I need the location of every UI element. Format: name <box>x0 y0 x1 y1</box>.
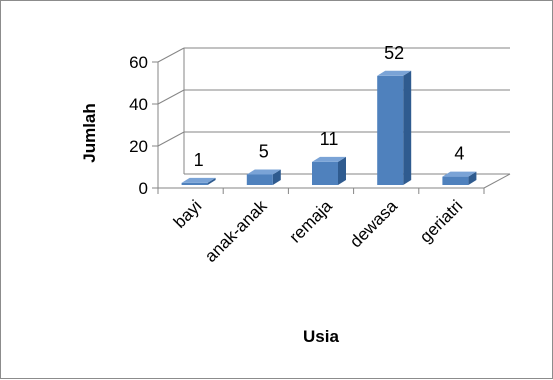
data-label-3: 52 <box>384 43 404 63</box>
y-tick-label-3: 60 <box>129 53 148 72</box>
bar-top-3 <box>377 70 412 76</box>
bar-bayi <box>181 177 216 185</box>
bar-side-2 <box>338 156 346 185</box>
y-tick-label-2: 40 <box>129 95 148 114</box>
bar-front-2 <box>312 161 338 185</box>
x-tick-label-4: geriatri <box>416 196 466 246</box>
bar-front-4 <box>442 176 469 185</box>
data-label-1: 5 <box>259 142 269 162</box>
floor-right-edge <box>483 173 511 189</box>
bar-front-1 <box>246 174 273 185</box>
data-label-0: 1 <box>194 150 204 170</box>
bars <box>181 70 477 185</box>
bar-side-3 <box>403 70 412 185</box>
x-tick-label-0: bayi <box>170 196 205 231</box>
data-labels: 1 5 11 52 4 <box>194 43 465 170</box>
bar-top-2 <box>312 156 346 162</box>
gridline-side-1 <box>157 131 185 147</box>
bar-side-1 <box>272 169 281 185</box>
data-label-2: 11 <box>320 129 339 149</box>
bar-top-1 <box>246 169 281 175</box>
y-tick-label-1: 20 <box>129 137 148 156</box>
y-axis-title: Jumlah <box>80 103 99 163</box>
y-tick-labels: 0 20 40 60 <box>129 53 148 198</box>
gridline-side-2 <box>157 89 185 105</box>
bar-side-0 <box>207 177 216 185</box>
y-tick-label-0: 0 <box>139 179 148 198</box>
data-label-4: 4 <box>454 144 464 164</box>
bar-remaja <box>312 156 346 185</box>
bar-top-0 <box>181 177 216 183</box>
bar-anak-anak <box>246 169 281 185</box>
bar-dewasa <box>377 70 412 185</box>
bar-top-4 <box>442 171 477 177</box>
gridlines <box>157 47 510 147</box>
x-tick-label-1: anak-anak <box>201 196 271 266</box>
bar-front-3 <box>377 75 404 185</box>
bar-geriatri <box>442 171 477 185</box>
bar-side-4 <box>468 171 477 185</box>
bar-front-0 <box>181 182 208 185</box>
x-tick-label-2: remaja <box>286 196 337 247</box>
gridline-side-3 <box>157 47 185 63</box>
x-tick-label-3: dewasa <box>346 196 401 251</box>
x-axis-title: Usia <box>303 327 339 346</box>
